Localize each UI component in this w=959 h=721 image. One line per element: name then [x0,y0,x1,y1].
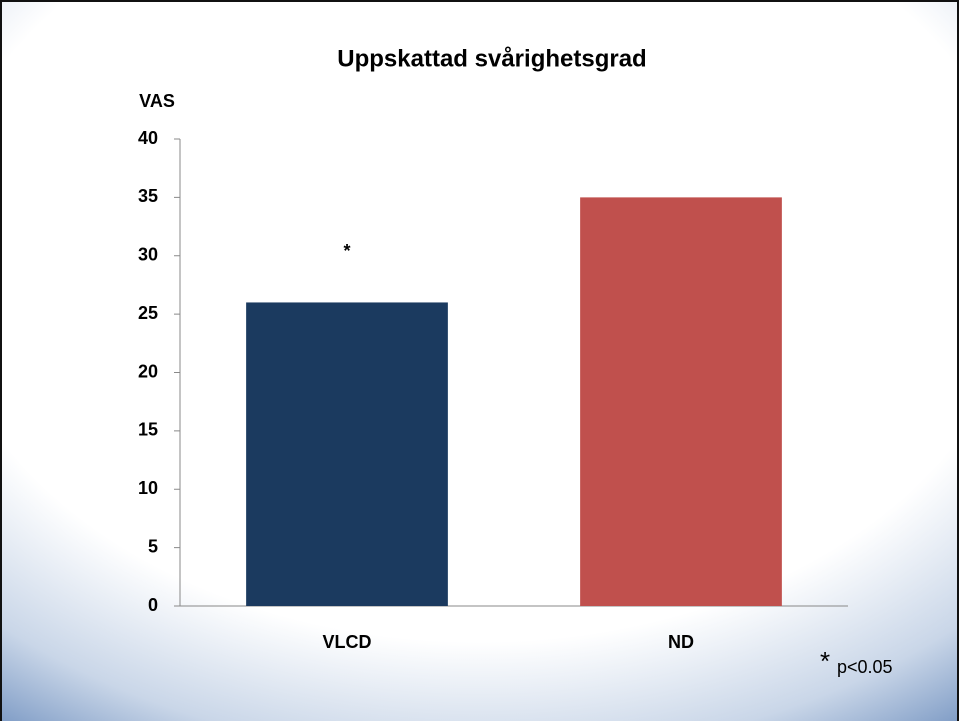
y-tick-label: 25 [138,303,158,323]
y-tick-label: 30 [138,245,158,265]
y-tick-label: 40 [138,128,158,148]
footnote-marker: * [820,646,830,676]
y-tick-label: 35 [138,186,158,206]
y-tick-label: 0 [148,595,158,615]
y-axis-label: VAS [139,91,175,111]
bar [580,197,782,606]
x-tick-label: ND [668,632,694,652]
y-tick-label: 15 [138,420,158,440]
bar [246,302,448,606]
y-tick-label: 5 [148,536,158,556]
footnote: p<0.05 [837,657,893,677]
chart-title: Uppskattad svårighetsgrad [337,45,646,72]
x-tick-label: VLCD [323,632,372,652]
y-tick-label: 10 [138,478,158,498]
y-tick-label: 20 [138,361,158,381]
significance-marker: * [343,241,350,261]
